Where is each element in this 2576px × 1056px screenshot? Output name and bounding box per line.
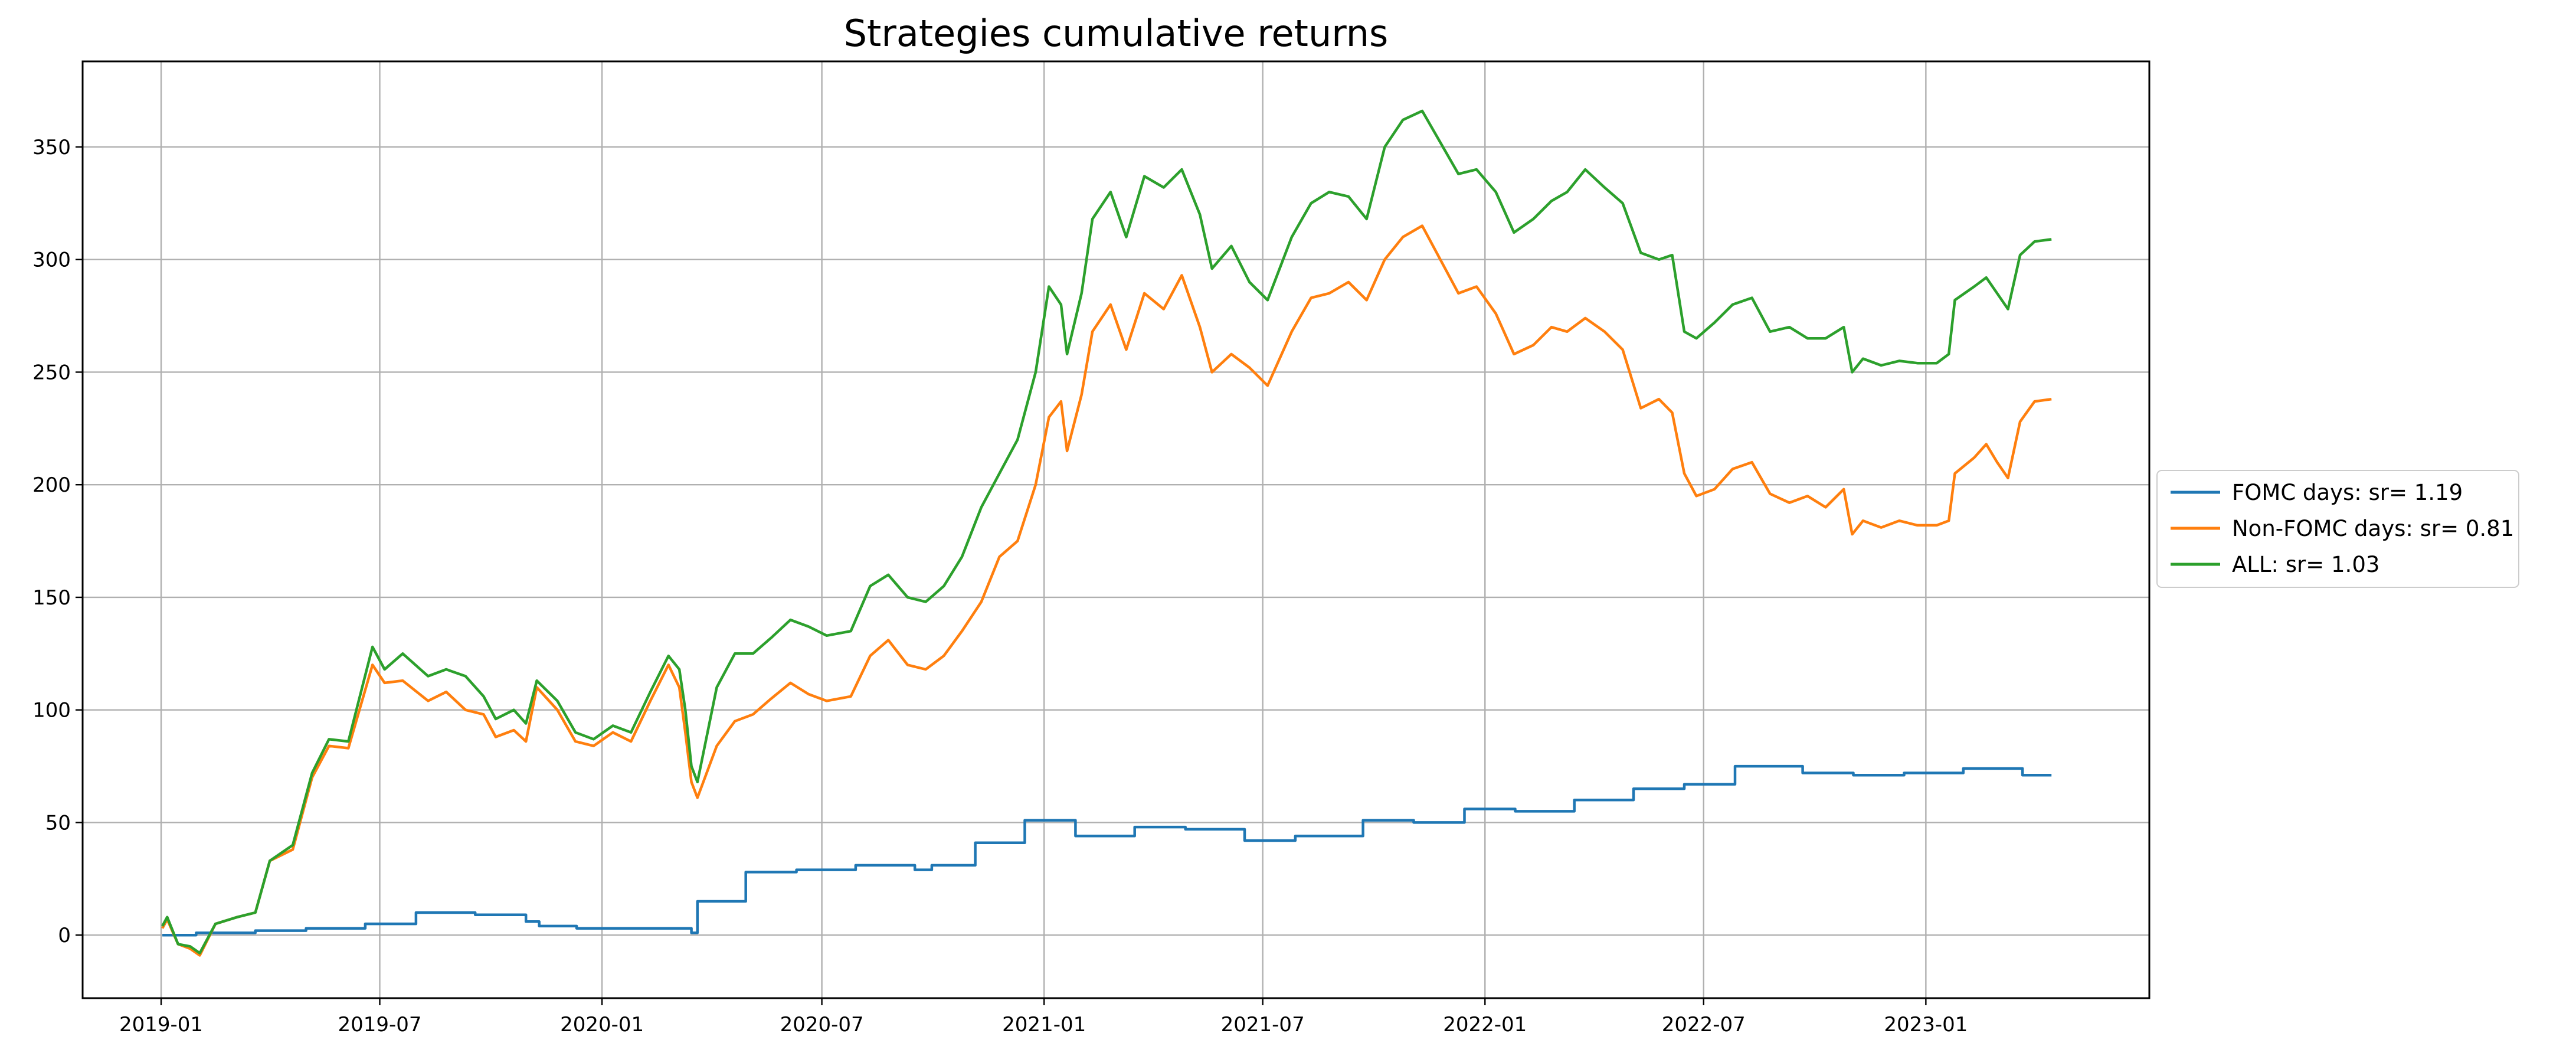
y-tick-label: 250	[32, 361, 71, 384]
x-tick-label: 2019-01	[119, 1013, 203, 1037]
y-tick-label: 150	[32, 586, 71, 610]
chart-title: Strategies cumulative returns	[844, 12, 1389, 55]
legend-entry-label: FOMC days: sr= 1.19	[2232, 480, 2463, 505]
legend-entry-label: ALL: sr= 1.03	[2232, 552, 2379, 577]
series-line-2	[161, 224, 2052, 957]
series-lines	[161, 109, 2052, 957]
legend-box	[2156, 470, 2519, 588]
plot-area-frame	[81, 60, 2151, 999]
x-tick-label: 2022-07	[1662, 1013, 1746, 1037]
x-tick-label: 2021-01	[1002, 1013, 1086, 1037]
series-line-3	[161, 109, 2052, 954]
y-tick-label: 100	[32, 699, 71, 722]
x-tick-label: 2021-07	[1221, 1013, 1305, 1037]
x-tick-label: 2020-01	[560, 1013, 644, 1037]
x-tick-label: 2022-01	[1443, 1013, 1527, 1037]
grid	[83, 61, 2149, 998]
legend: FOMC days: sr= 1.19 Non-FOMC days: sr= 0.…	[2156, 470, 2519, 588]
x-tick-label: 2020-07	[780, 1013, 864, 1037]
y-tick-label: 350	[32, 136, 71, 159]
y-tick-label: 50	[45, 811, 71, 835]
series-line-1	[162, 764, 2052, 937]
legend-entry-label: Non-FOMC days: sr= 0.81	[2232, 516, 2514, 541]
axis-ticks: 2019-01 2019-07 2020-01 2020-07 2021-01 2021-…	[32, 136, 1968, 1037]
y-tick-label: 0	[58, 924, 71, 947]
y-tick-label: 200	[32, 473, 71, 497]
y-tick-label: 300	[32, 249, 71, 272]
x-tick-label: 2019-07	[338, 1013, 421, 1037]
x-tick-label: 2023-01	[1884, 1013, 1968, 1037]
